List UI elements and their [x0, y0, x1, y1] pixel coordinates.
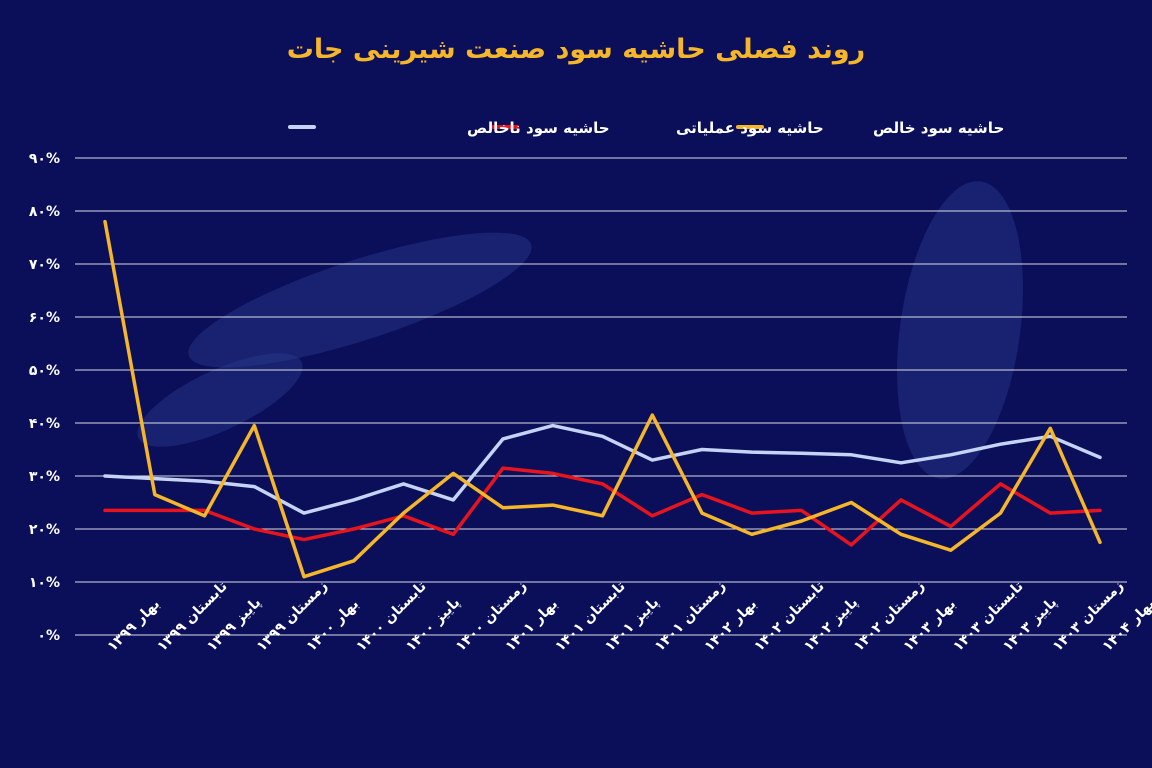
legend-label: حاشیه سود ناخالص	[467, 119, 610, 137]
series-line-1	[103, 466, 1102, 547]
y-tick-label: ۱۰%	[29, 575, 60, 591]
x-tick-label: بهار ۱۳۹۹	[105, 596, 164, 655]
chart-title: روند فصلی حاشیه سود صنعت شیرینی جات	[287, 34, 865, 65]
y-tick-label: ۸۰%	[29, 204, 60, 220]
y-tick-label: ۷۰%	[29, 257, 60, 273]
y-tick-label: ۲۰%	[29, 522, 60, 538]
series-lines	[103, 219, 1102, 579]
y-tick-label: ۵۰%	[29, 363, 60, 379]
legend: حاشیه سود خالص حاشیه سود عملیاتی حاشیه سود…	[288, 119, 1004, 137]
series-line-2	[103, 219, 1102, 579]
series-line-0	[103, 423, 1102, 515]
y-tick-label: ۰%	[37, 628, 60, 644]
legend-label: حاشیه سود عملیاتی	[676, 119, 824, 137]
y-tick-label: ۳۰%	[29, 469, 60, 485]
grid-lines	[75, 157, 1127, 636]
y-axis-ticks: ۰% ۱۰% ۲۰% ۳۰% ۴۰% ۵۰% ۶۰% ۷۰% ۸۰% ۹۰%	[29, 151, 60, 644]
y-tick-label: ۴۰%	[29, 416, 60, 432]
legend-label: حاشیه سود خالص	[873, 119, 1004, 137]
y-tick-label: ۹۰%	[29, 151, 60, 167]
y-tick-label: ۶۰%	[29, 310, 60, 326]
watermark-logo	[137, 181, 1023, 479]
